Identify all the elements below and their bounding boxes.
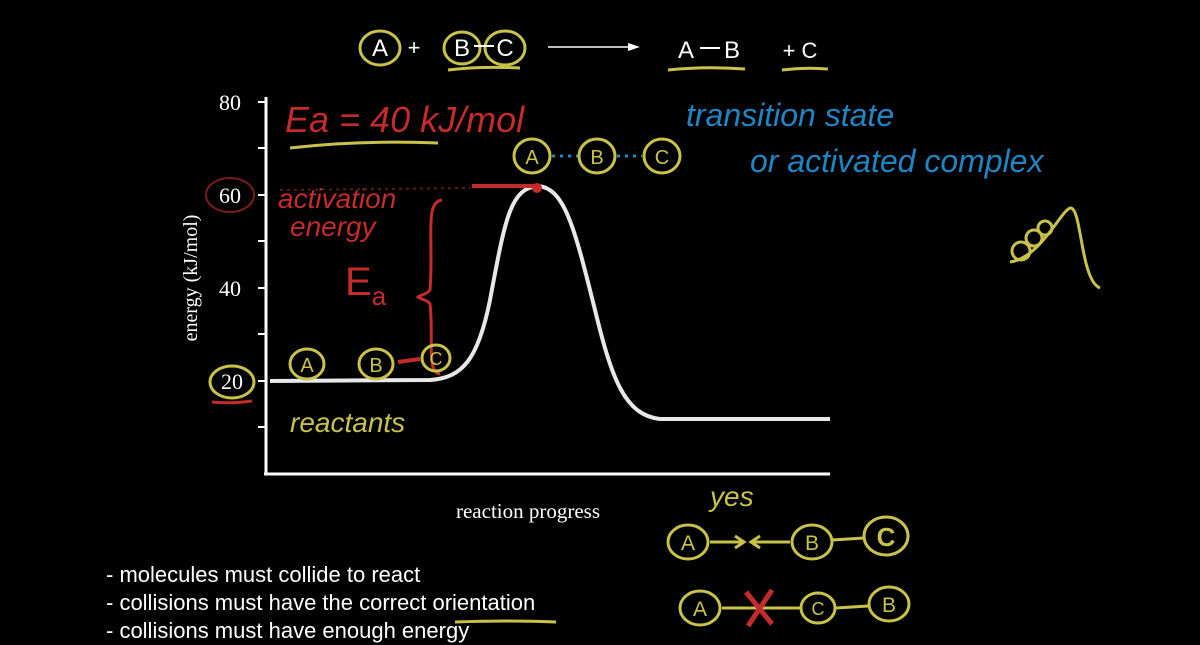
bad-circle-b: [867, 585, 911, 623]
good-a: A: [681, 532, 695, 555]
ts-circle-c: [642, 137, 682, 175]
axes: 80 60 40 20 energy (kJ/mol) reaction pro…: [180, 90, 830, 523]
bullet-orientation: - collisions must have the correct orien…: [106, 590, 536, 615]
ts-circle-a: [512, 137, 552, 175]
reactant-bond-marker: [397, 357, 421, 364]
ts-b: B: [590, 147, 603, 169]
ea-formula: Ea = 40 kJ/mol: [285, 99, 525, 140]
good-bond-bc: [831, 536, 865, 542]
bad-circle-a: [678, 589, 722, 627]
reactant-c: C: [430, 349, 443, 369]
ea-symbol-sub: a: [372, 281, 387, 311]
reactant-circle-a: [288, 347, 326, 381]
bad-x-mark-2: [745, 588, 775, 628]
eq-left-c: C: [496, 35, 513, 62]
activation-label-2: energy: [290, 211, 378, 242]
hill-ball-2: [1024, 228, 1044, 248]
energy-diagram-canvas: A + B C A B + C 80 60 40 20 energy (kJ/m…: [180, 29, 1101, 628]
bad-bond-cb: [835, 604, 869, 610]
tick-20-underline: [211, 399, 253, 405]
reactants-label: reactants: [290, 407, 405, 438]
hill-ball-1: [1010, 240, 1032, 262]
bullet-collide: - molecules must collide to react: [106, 562, 421, 587]
arrow-head: [628, 43, 640, 51]
ea-symbol-e: E: [345, 260, 372, 304]
reactant-molecules: A B C reactants: [288, 343, 452, 438]
reactant-circle-c: [420, 343, 452, 373]
eq-left-b: B: [454, 35, 470, 62]
eq-right-b: B: [724, 37, 740, 64]
circle-c: [483, 29, 527, 67]
good-c: C: [877, 522, 896, 552]
eq-right-plus-c: + C: [783, 38, 818, 63]
tick-label-60: 60: [219, 183, 241, 208]
tick-60-circle: [205, 177, 255, 213]
ea-brace: [415, 198, 443, 376]
good-circle-c: [862, 515, 910, 557]
reaction-equation: A + B C A B + C: [358, 29, 829, 72]
underline-bc: [447, 65, 521, 72]
hill-sketch: [1009, 206, 1101, 290]
eq-right-a: A: [678, 37, 694, 64]
ea-formula-underline: [289, 140, 439, 150]
activation-label-1: activation: [278, 183, 396, 214]
good-b: B: [805, 532, 819, 555]
activation-annotations: Ea = 40 kJ/mol activation energy Ea: [278, 99, 542, 376]
bullet-energy: - collisions must have enough energy: [106, 618, 470, 643]
good-circle-a: [666, 523, 710, 561]
bullet-underline: [454, 619, 557, 624]
hill-ball-3: [1036, 219, 1054, 237]
tick-label-80: 80: [219, 90, 241, 115]
eq-plus: +: [408, 35, 421, 60]
underline-c: [781, 66, 829, 72]
peak-dot: [532, 183, 542, 193]
reactant-circle-b: [357, 347, 395, 381]
tick-20-circle: [208, 364, 256, 400]
eq-left-a: A: [372, 35, 388, 62]
bad-b: B: [882, 594, 896, 617]
bullet-list: - molecules must collide to react - coll…: [106, 561, 535, 645]
hill-curve: [1009, 206, 1101, 290]
x-axis-label: reaction progress: [456, 499, 600, 523]
circle-b: [442, 30, 482, 66]
bad-c: C: [812, 599, 825, 619]
orientation-sketches: yes A B C A C B: [666, 481, 911, 628]
yes-label: yes: [708, 481, 754, 512]
good-circle-b: [790, 523, 834, 561]
bad-a: A: [693, 598, 707, 621]
underline-ab: [667, 66, 746, 72]
transition-label-1: transition state: [686, 97, 894, 133]
reactant-a: A: [300, 355, 314, 377]
circle-a: [358, 29, 402, 67]
ts-a: A: [525, 147, 539, 169]
transition-molecules: A B C: [512, 137, 682, 175]
ts-circle-b: [577, 137, 617, 175]
y-axis-label: energy (kJ/mol): [180, 215, 202, 342]
ts-c: C: [655, 147, 669, 169]
tick-label-40: 40: [219, 276, 241, 301]
tick-label-20: 20: [221, 369, 243, 394]
good-arrow-left-head: [748, 534, 761, 550]
good-arrow-right-head: [734, 534, 747, 550]
bad-circle-c: [799, 591, 837, 625]
ea-symbol: Ea: [345, 260, 387, 311]
transition-label-2: or activated complex: [750, 143, 1044, 179]
reactant-b: B: [369, 355, 382, 377]
